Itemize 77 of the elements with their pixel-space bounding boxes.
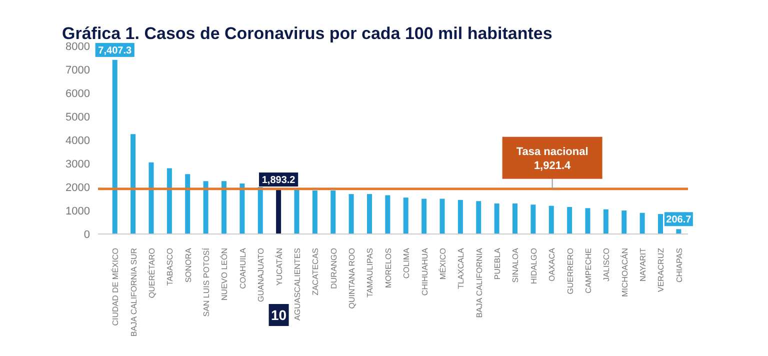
bar [185, 174, 190, 234]
x-tick-label: DURANGO [329, 248, 338, 289]
bar [530, 204, 536, 234]
x-tick-label: QUERÉTARO [147, 248, 156, 298]
y-tick-label: 5000 [66, 111, 90, 124]
bar [512, 203, 518, 234]
bar [112, 60, 118, 234]
bar [585, 208, 590, 234]
bar [603, 209, 608, 234]
x-tick-label: TABASCO [166, 248, 175, 286]
x-tick-label: HIDALGO [529, 248, 538, 284]
x-tick-label: BAJA CALIFORNIA SUR [129, 248, 138, 336]
x-tick-label: TLAXCALA [456, 247, 466, 289]
bar [166, 168, 172, 234]
x-tick-label: GUERRERO [566, 248, 575, 294]
chart-title: Gráfica 1. Casos de Coronavirus por cada 100 mil habitantes [62, 24, 552, 43]
bar [312, 190, 318, 234]
y-tick-label: 2000 [66, 182, 90, 194]
bar [476, 201, 482, 234]
bar [148, 162, 154, 234]
x-tick-label: SAN LUIS POTOSÍ [202, 247, 212, 317]
data-label: 1,893.2 [262, 175, 296, 186]
bar [276, 190, 282, 234]
bar [366, 194, 372, 234]
bar [348, 194, 354, 234]
x-tick-label: MORELOS [384, 248, 393, 288]
x-tick-label: VERACRUZ [656, 248, 666, 292]
y-tick-label: 7000 [66, 64, 90, 76]
bar [294, 188, 300, 234]
x-tick-label: NAYARIT [638, 248, 648, 282]
x-tick-label: OAXACA [548, 247, 557, 282]
bar [403, 198, 408, 234]
bar [494, 203, 500, 234]
bar [640, 212, 645, 234]
bar [385, 195, 390, 234]
x-tick-label: CHIHUAHUA [420, 247, 430, 296]
x-tick-label: NUEVO LEÓN [220, 248, 230, 300]
bar [622, 210, 627, 234]
x-tick-label: QUINTANA ROO [348, 248, 357, 309]
x-tick-label: BAJA CALIFORNIA [474, 247, 484, 318]
y-tick-label: 1000 [66, 205, 90, 218]
data-label: 206.7 [666, 214, 692, 226]
x-tick-label: MÉXICO [438, 248, 448, 280]
x-tick-label: COLIMA [402, 247, 412, 279]
ref-line-label: Tasa nacional 1,921.4 [516, 146, 588, 172]
x-tick-label: SINALOA [511, 247, 520, 283]
bar [203, 181, 208, 234]
bar [440, 198, 445, 234]
x-tick-label: COAHUILA [238, 247, 248, 289]
y-tick-label: 4000 [66, 134, 90, 147]
x-tick-label: TAMAULIPAS [366, 248, 375, 298]
bar [330, 190, 336, 234]
x-tick-label: CAMPECHE [584, 248, 593, 294]
x-tick-label: MICHOACÁN [620, 248, 630, 297]
bar [258, 187, 263, 234]
x-tick-label: ZACATECAS [311, 248, 320, 296]
x-tick-label: CIUDAD DE MÉXICO [111, 248, 120, 326]
x-tick-label: GUANAJUATO [256, 248, 266, 302]
bar [240, 183, 245, 234]
y-tick-label: 0 [84, 228, 90, 241]
bar [548, 206, 554, 234]
x-tick-label: YUCATÁN [274, 248, 284, 286]
x-tick-label: JALISCO [602, 248, 612, 282]
y-tick-label: 6000 [66, 88, 90, 100]
x-tick-label: PUEBLA [493, 247, 502, 280]
y-tick-label: 3000 [66, 158, 90, 170]
bar [221, 181, 226, 234]
data-label: 7,407.3 [98, 45, 132, 56]
y-tick-label: 8000 [66, 40, 90, 53]
bar [458, 200, 463, 234]
x-tick-label: CHIAPAS [674, 248, 684, 283]
bar [567, 206, 572, 234]
bar [130, 134, 136, 234]
x-tick-label: SONORA [184, 247, 193, 283]
x-tick-label: AGUASCALIENTES [292, 248, 302, 320]
bar [676, 229, 682, 234]
bar [422, 198, 427, 234]
